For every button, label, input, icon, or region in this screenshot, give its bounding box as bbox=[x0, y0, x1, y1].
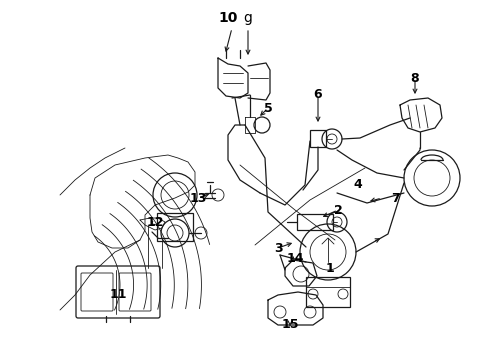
Text: 4: 4 bbox=[354, 179, 363, 192]
Text: 3: 3 bbox=[274, 242, 282, 255]
Bar bbox=[157, 213, 193, 241]
Text: 14: 14 bbox=[286, 252, 304, 265]
Text: 1: 1 bbox=[326, 261, 334, 274]
Bar bbox=[306, 277, 350, 307]
Text: 11: 11 bbox=[109, 288, 127, 302]
Text: 13: 13 bbox=[189, 192, 207, 204]
Bar bbox=[297, 214, 333, 230]
Bar bbox=[310, 130, 326, 147]
Text: g: g bbox=[244, 11, 252, 25]
Text: 12: 12 bbox=[146, 216, 164, 229]
Text: 7: 7 bbox=[391, 192, 399, 204]
Text: 8: 8 bbox=[411, 72, 419, 85]
Text: 6: 6 bbox=[314, 89, 322, 102]
Text: 2: 2 bbox=[334, 203, 343, 216]
Text: 5: 5 bbox=[264, 102, 272, 114]
Text: 15: 15 bbox=[281, 319, 299, 332]
Text: 10: 10 bbox=[219, 11, 238, 25]
